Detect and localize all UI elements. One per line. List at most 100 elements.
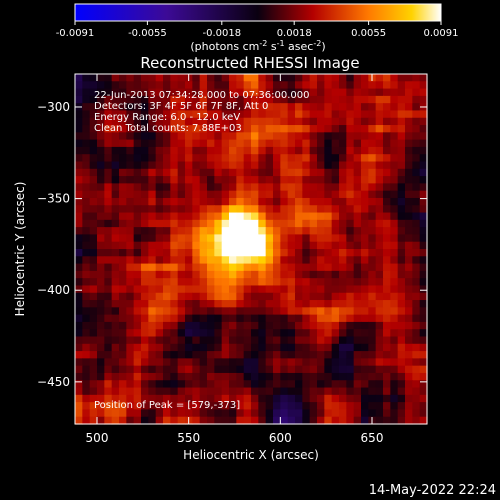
heatmap-cell bbox=[199, 190, 208, 199]
heatmap-cell bbox=[331, 358, 340, 367]
heatmap-cell bbox=[243, 212, 252, 221]
heatmap-cell bbox=[163, 365, 171, 374]
heatmap-cell bbox=[317, 336, 325, 345]
heatmap-cell bbox=[361, 409, 369, 418]
heatmap-cell bbox=[185, 168, 193, 177]
heatmap-cell bbox=[111, 168, 120, 177]
heatmap-cell bbox=[317, 95, 325, 104]
heatmap-cell bbox=[361, 103, 369, 112]
heatmap-cell bbox=[346, 95, 355, 104]
heatmap-cell bbox=[214, 307, 223, 316]
heatmap-cell bbox=[295, 278, 303, 287]
heatmap-cell bbox=[412, 358, 421, 367]
heatmap-cell bbox=[111, 292, 120, 301]
heatmap-cell bbox=[324, 343, 333, 352]
heatmap-cell bbox=[89, 227, 98, 236]
heatmap-cell bbox=[405, 88, 413, 97]
heatmap-cell bbox=[287, 168, 296, 177]
heatmap-cell bbox=[104, 372, 113, 381]
heatmap-cell bbox=[265, 343, 274, 352]
heatmap-cell bbox=[207, 74, 215, 82]
heatmap-cell bbox=[302, 154, 311, 163]
heatmap-cell bbox=[170, 190, 179, 199]
heatmap-cell bbox=[177, 416, 186, 425]
heatmap-cell bbox=[412, 387, 421, 396]
heatmap-cell bbox=[148, 74, 157, 82]
heatmap-cell bbox=[331, 300, 340, 308]
heatmap-cell bbox=[177, 365, 186, 374]
heatmap-cell bbox=[119, 117, 127, 126]
heatmap-cell bbox=[346, 205, 355, 214]
heatmap-cell bbox=[89, 103, 98, 112]
heatmap-cell bbox=[192, 387, 201, 396]
heatmap-cell bbox=[287, 358, 296, 367]
heatmap-cell bbox=[419, 409, 428, 418]
heatmap-cell bbox=[236, 343, 245, 352]
heatmap-cell bbox=[317, 176, 325, 184]
heatmap-cell bbox=[287, 416, 296, 425]
heatmap-cell bbox=[265, 81, 274, 90]
heatmap-cell bbox=[346, 314, 355, 323]
heatmap-cell bbox=[170, 161, 179, 170]
heatmap-cell bbox=[104, 278, 113, 287]
heatmap-cell bbox=[368, 161, 377, 170]
heatmap-cell bbox=[273, 205, 281, 214]
heatmap-cell bbox=[339, 263, 347, 272]
heatmap-cell bbox=[229, 117, 237, 126]
heatmap-cell bbox=[419, 278, 428, 287]
heatmap-cell bbox=[207, 154, 215, 163]
heatmap-cell bbox=[361, 329, 369, 338]
heatmap-cell bbox=[89, 212, 98, 221]
heatmap-cell bbox=[419, 402, 428, 411]
heatmap-cell bbox=[236, 285, 245, 294]
heatmap-cell bbox=[339, 278, 347, 287]
heatmap-cell bbox=[353, 343, 362, 352]
heatmap-cell bbox=[163, 168, 171, 177]
heatmap-cell bbox=[141, 394, 149, 403]
heatmap-cell bbox=[295, 183, 303, 192]
heatmap-cell bbox=[177, 81, 186, 90]
heatmap-cell bbox=[383, 307, 391, 316]
heatmap-cell bbox=[331, 234, 340, 243]
heatmap-cell bbox=[141, 365, 149, 374]
heatmap-cell bbox=[368, 139, 377, 148]
heatmap-cell bbox=[133, 212, 142, 221]
heatmap-cell bbox=[339, 343, 347, 352]
heatmap-cell bbox=[346, 139, 355, 148]
heatmap-cell bbox=[302, 168, 311, 177]
heatmap-cell bbox=[163, 241, 171, 250]
heatmap-cell bbox=[331, 351, 340, 359]
heatmap-cell bbox=[361, 197, 369, 206]
heatmap-cell bbox=[119, 146, 127, 155]
heatmap-cell bbox=[192, 241, 201, 250]
heatmap-cell bbox=[89, 314, 98, 323]
heatmap-cell bbox=[295, 380, 303, 389]
heatmap-cell bbox=[287, 278, 296, 287]
heatmap-cell bbox=[419, 358, 428, 367]
heatmap-cell bbox=[287, 110, 296, 119]
heatmap-cell bbox=[331, 168, 340, 177]
heatmap-cell bbox=[273, 110, 281, 119]
heatmap-cell bbox=[119, 387, 127, 396]
heatmap-cell bbox=[104, 307, 113, 316]
heatmap-cell bbox=[148, 168, 157, 177]
heatmap-cell bbox=[207, 329, 215, 338]
heatmap-cell bbox=[353, 329, 362, 338]
heatmap-cell bbox=[97, 416, 105, 425]
heatmap-cell bbox=[339, 74, 347, 82]
heatmap-cell bbox=[258, 372, 267, 381]
heatmap-cell bbox=[97, 358, 105, 367]
heatmap-cell bbox=[258, 219, 267, 228]
heatmap-cell bbox=[207, 249, 215, 257]
heatmap-cell bbox=[75, 300, 83, 308]
heatmap-cell bbox=[280, 88, 289, 97]
heatmap-cell bbox=[82, 74, 91, 82]
heatmap-cell bbox=[163, 139, 171, 148]
heatmap-cell bbox=[295, 190, 303, 199]
heatmap-cell bbox=[258, 103, 267, 112]
heatmap-cell bbox=[236, 168, 245, 177]
heatmap-cell bbox=[229, 154, 237, 163]
heatmap-cell bbox=[273, 139, 281, 148]
heatmap-cell bbox=[353, 161, 362, 170]
heatmap-cell bbox=[133, 132, 142, 141]
